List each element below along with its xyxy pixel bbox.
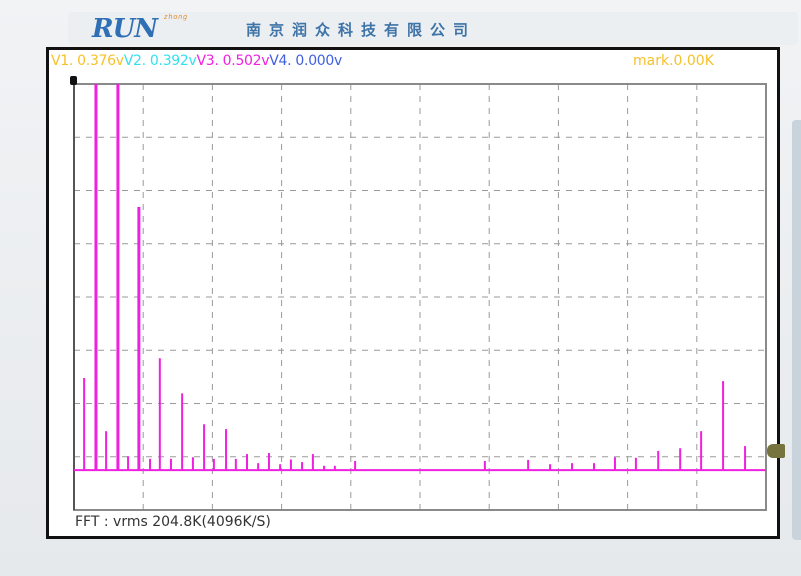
logo-text: RUN [92, 14, 158, 44]
v1-readout: V1. 0.376v [51, 53, 124, 69]
company-name: 南京润众科技有限公司 [246, 21, 477, 39]
device-frame-edge [792, 120, 801, 540]
mark-readout: mark.0.00K [633, 53, 714, 69]
logo-subtext: zhong [164, 14, 189, 21]
channel-readouts: V1. 0.376vV2. 0.392vV3. 0.502vV4. 0.000v [51, 53, 342, 70]
v3-readout: V3. 0.502v [196, 53, 270, 69]
company-logo: RUN zhong [92, 12, 232, 44]
v2-readout: V2. 0.392v [123, 53, 197, 69]
fft-status: FFT : vrms 204.8K(4096K/S) [75, 514, 271, 530]
trigger-level-marker[interactable] [767, 444, 785, 458]
cursor-marker [70, 76, 77, 85]
header-bar [68, 12, 798, 45]
v4-readout: V4. 0.000v [269, 53, 342, 69]
